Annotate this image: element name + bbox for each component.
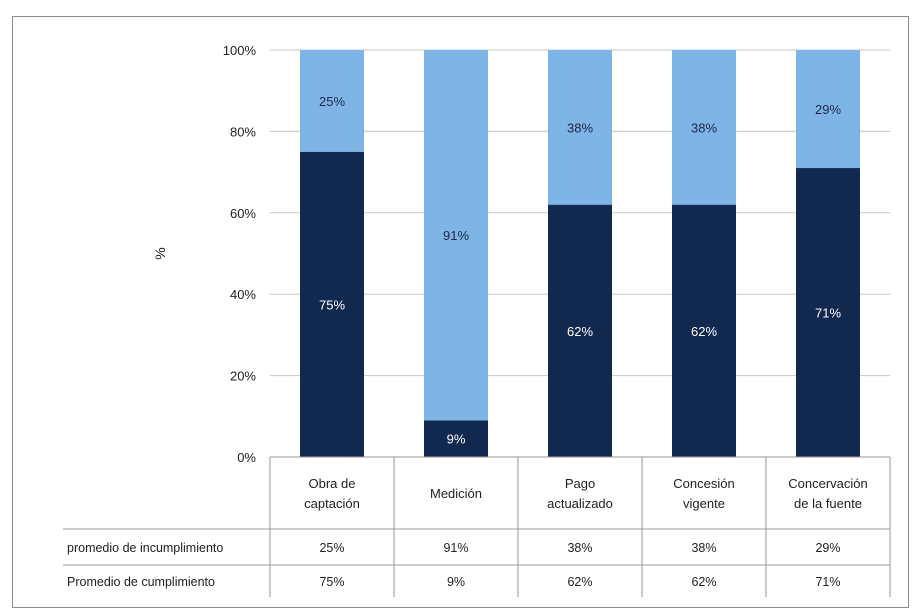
table-cell: 29% (815, 541, 840, 555)
data-label: 91% (443, 228, 469, 243)
table-cell: 38% (567, 541, 592, 555)
bar-segment (300, 50, 364, 152)
table-row-label: promedio de incumplimiento (67, 541, 223, 555)
category-label: de la fuente (794, 496, 862, 511)
data-label: 38% (691, 120, 717, 135)
y-tick-label: 60% (230, 206, 256, 221)
bar-segment (300, 151, 364, 457)
bar-segment (672, 50, 736, 205)
category-label: Concesión (673, 476, 734, 491)
bar-segment (796, 50, 860, 169)
data-label: 9% (447, 432, 466, 447)
category-label: Obra de (309, 476, 356, 491)
category-label: actualizado (547, 496, 613, 511)
y-tick-label: 80% (230, 124, 256, 139)
table-cell: 9% (447, 575, 465, 589)
category-label: vigente (683, 496, 725, 511)
bar-segment (672, 204, 736, 457)
data-label: 75% (319, 297, 345, 312)
bar-segment (548, 50, 612, 205)
bar-segment (424, 50, 488, 421)
bar-segment (424, 420, 488, 457)
category-label: Pago (565, 476, 595, 491)
table-cell: 62% (691, 575, 716, 589)
y-tick-label: 20% (230, 369, 256, 384)
table-row-label: Promedio de cumplimiento (67, 575, 215, 589)
y-axis-title: % (152, 247, 168, 259)
y-tick-label: 40% (230, 287, 256, 302)
bar-segment (548, 204, 612, 457)
data-label: 62% (691, 324, 717, 339)
data-label: 25% (319, 94, 345, 109)
table-cell: 62% (567, 575, 592, 589)
category-label: captación (304, 496, 360, 511)
table-cell: 75% (319, 575, 344, 589)
chart-frame: 0% 20% 40% 60% 80% 100%% 75% 25% 9% 91% 62% 38% 62% 3… (12, 16, 909, 608)
data-label: 62% (567, 324, 593, 339)
table-cell: 71% (815, 575, 840, 589)
category-label: Medición (430, 486, 482, 501)
table-cell: 91% (443, 541, 468, 555)
stacked-bar-chart: 0% 20% 40% 60% 80% 100%% 75% 25% 9% 91% 62% 38% 62% 3… (63, 43, 891, 597)
data-label: 71% (815, 306, 841, 321)
data-label: 29% (815, 102, 841, 117)
category-label: Concervación (788, 476, 868, 491)
y-tick-label: 0% (237, 450, 256, 465)
table-cell: 38% (691, 541, 716, 555)
y-tick-label: 100% (223, 43, 257, 58)
data-label: 38% (567, 120, 593, 135)
bar-segment (796, 168, 860, 457)
table-cell: 25% (319, 541, 344, 555)
